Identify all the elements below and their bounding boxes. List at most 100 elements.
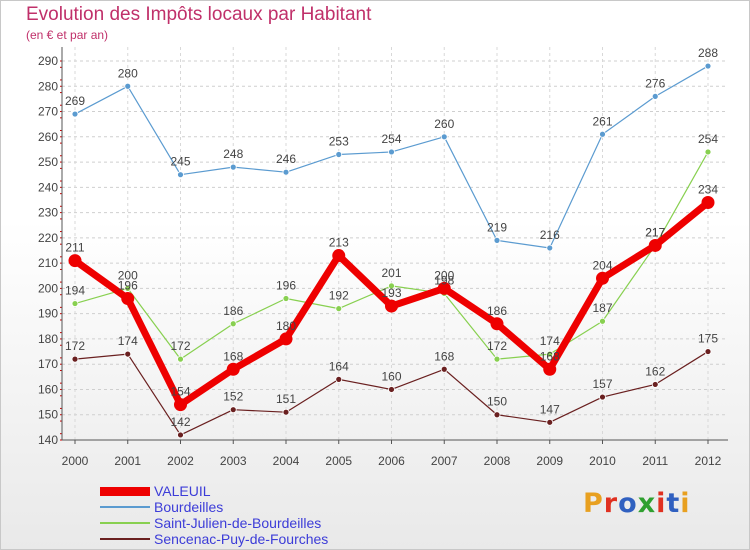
x-tick-label: 2012 <box>695 454 722 468</box>
data-point-sencenac-puy-de-fourches <box>282 408 290 416</box>
x-tick-label: 2005 <box>325 454 352 468</box>
data-point-valeuil <box>437 281 451 295</box>
data-point-saint-julien-de-bourdeilles <box>124 284 132 292</box>
data-label-valeuil: 204 <box>592 258 612 272</box>
data-label-valeuil: 213 <box>329 236 349 250</box>
data-point-sencenac-puy-de-fourches <box>546 418 554 426</box>
data-label-bourdeilles: 288 <box>698 46 718 60</box>
data-label-bourdeilles: 216 <box>540 228 560 242</box>
x-tick-label: 2011 <box>642 454 668 468</box>
data-point-valeuil <box>226 362 240 376</box>
y-tick-label: 190 <box>38 307 58 321</box>
legend-label: VALEUIL <box>154 483 211 499</box>
data-label-saint-julien-de-bourdeilles: 192 <box>329 289 349 303</box>
data-label-saint-julien-de-bourdeilles: 187 <box>592 301 612 315</box>
data-point-bourdeilles <box>440 133 448 141</box>
data-label-valeuil: 211 <box>65 241 84 255</box>
data-point-saint-julien-de-bourdeilles <box>229 320 237 328</box>
data-point-sencenac-puy-de-fourches <box>71 355 79 363</box>
x-tick-label: 2010 <box>589 454 616 468</box>
x-tick-label: 2004 <box>273 454 300 468</box>
x-tick-label: 2003 <box>220 454 247 468</box>
data-label-saint-julien-de-bourdeilles: 198 <box>434 273 454 287</box>
data-point-valeuil <box>701 195 715 209</box>
data-point-bourdeilles <box>651 92 659 100</box>
data-point-valeuil <box>121 292 135 306</box>
data-point-saint-julien-de-bourdeilles <box>177 355 184 363</box>
data-label-bourdeilles: 261 <box>592 114 612 128</box>
data-point-valeuil <box>490 317 504 331</box>
data-labels: 269 280 245 248 246 253 254 260 219 216 261 276 288 1… <box>65 46 718 429</box>
data-point-saint-julien-de-bourdeilles <box>493 355 501 363</box>
data-label-bourdeilles: 246 <box>276 152 296 166</box>
data-point-saint-julien-de-bourdeilles <box>71 300 79 307</box>
data-label-sencenac-puy-de-fourches: 164 <box>329 359 349 373</box>
data-point-sencenac-puy-de-fourches <box>704 348 712 355</box>
data-point-saint-julien-de-bourdeilles <box>599 317 606 325</box>
data-label-saint-julien-de-bourdeilles: 200 <box>118 268 138 282</box>
y-tick-label: 230 <box>38 206 58 220</box>
data-point-sencenac-puy-de-fourches <box>493 411 501 419</box>
data-label-sencenac-puy-de-fourches: 175 <box>698 332 718 346</box>
y-tick-label: 220 <box>38 231 58 245</box>
data-label-saint-julien-de-bourdeilles: 172 <box>487 339 507 353</box>
x-tick-label: 2006 <box>378 454 405 468</box>
proxiti-logo: Proxiti <box>583 488 691 519</box>
data-point-saint-julien-de-bourdeilles <box>388 282 395 290</box>
data-label-sencenac-puy-de-fourches: 168 <box>434 349 454 363</box>
data-point-sencenac-puy-de-fourches <box>335 375 343 383</box>
data-label-bourdeilles: 269 <box>65 94 85 108</box>
x-tick-label: 2001 <box>114 454 141 468</box>
data-label-sencenac-puy-de-fourches: 150 <box>487 395 507 409</box>
data-point-sencenac-puy-de-fourches <box>440 365 448 373</box>
data-point-bourdeilles <box>493 236 501 244</box>
data-point-sencenac-puy-de-fourches <box>388 386 395 393</box>
x-tick-label: 2009 <box>536 454 563 468</box>
data-label-valeuil: 234 <box>698 182 718 196</box>
data-label-valeuil: 186 <box>487 304 507 318</box>
data-point-bourdeilles <box>71 110 79 118</box>
data-label-bourdeilles: 276 <box>645 76 665 90</box>
data-label-sencenac-puy-de-fourches: 152 <box>223 390 243 404</box>
data-label-bourdeilles: 280 <box>118 66 138 80</box>
data-point-bourdeilles <box>229 163 237 171</box>
y-tick-label: 170 <box>38 357 58 371</box>
y-tick-label: 280 <box>38 79 58 93</box>
data-point-saint-julien-de-bourdeilles <box>335 305 343 313</box>
data-label-valeuil: 168 <box>223 349 243 363</box>
chart-subtitle: (en € et par an) <box>26 28 109 42</box>
data-point-bourdeilles <box>335 151 343 158</box>
data-point-valeuil <box>385 299 398 313</box>
data-label-valeuil: 217 <box>645 225 665 239</box>
data-label-sencenac-puy-de-fourches: 151 <box>276 392 296 406</box>
data-label-saint-julien-de-bourdeilles: 186 <box>223 304 243 318</box>
data-label-valeuil: 180 <box>276 319 296 333</box>
y-tick-label: 140 <box>38 433 58 447</box>
data-point-valeuil <box>332 249 346 263</box>
x-tick-label: 2000 <box>62 454 89 468</box>
data-point-sencenac-puy-de-fourches <box>124 350 132 358</box>
data-label-valeuil: 168 <box>540 349 560 363</box>
data-label-valeuil: 193 <box>381 286 401 300</box>
data-point-valeuil <box>596 271 609 285</box>
data-point-bourdeilles <box>282 168 290 176</box>
y-tick-label: 240 <box>38 180 58 194</box>
data-label-saint-julien-de-bourdeilles: 254 <box>698 132 718 146</box>
data-point-sencenac-puy-de-fourches <box>599 393 606 401</box>
x-tick-label: 2008 <box>484 454 511 468</box>
chart-title: Evolution des Impôts locaux par Habitant <box>26 4 372 25</box>
data-point-sencenac-puy-de-fourches <box>229 406 237 414</box>
data-label-sencenac-puy-de-fourches: 174 <box>118 334 138 348</box>
data-label-bourdeilles: 248 <box>223 147 243 161</box>
data-point-bourdeilles <box>124 82 132 90</box>
data-label-sencenac-puy-de-fourches: 142 <box>170 415 190 429</box>
data-label-saint-julien-de-bourdeilles: 217 <box>645 225 665 239</box>
data-point-bourdeilles <box>704 62 712 70</box>
data-label-saint-julien-de-bourdeilles: 201 <box>381 266 401 280</box>
y-tick-label: 250 <box>38 155 58 169</box>
data-label-saint-julien-de-bourdeilles: 172 <box>170 339 190 353</box>
data-point-bourdeilles <box>177 171 184 179</box>
series-lines <box>68 62 715 439</box>
x-tick-label: 2007 <box>431 454 458 468</box>
